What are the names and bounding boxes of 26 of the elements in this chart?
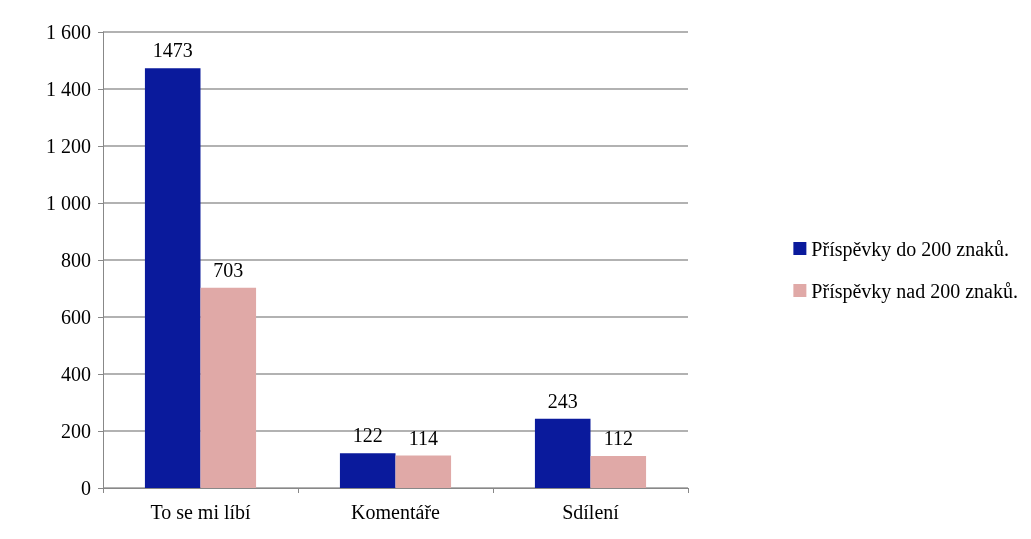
y-tick-label: 0 — [81, 477, 91, 499]
data-label: 1473 — [152, 39, 193, 62]
y-tick-label: 800 — [61, 249, 91, 271]
bar — [200, 287, 257, 488]
y-tick-label: 1 600 — [46, 21, 91, 43]
x-tick-label: To se mi líbí — [150, 501, 252, 523]
data-label: 112 — [603, 427, 633, 450]
bar — [339, 453, 396, 488]
legend-label: Příspěvky nad 200 znaků. — [811, 279, 1019, 303]
x-tick-label: Komentáře — [351, 501, 441, 523]
data-label: 114 — [408, 426, 438, 449]
x-tick-label: Sdílení — [562, 501, 620, 523]
bar — [144, 68, 201, 488]
y-tick-label: 400 — [61, 363, 91, 385]
y-tick-label: 600 — [61, 306, 91, 328]
bar — [395, 455, 452, 488]
legend-label: Příspěvky do 200 znaků. — [811, 237, 1010, 261]
data-label: 122 — [352, 424, 383, 447]
y-tick-label: 1 000 — [46, 192, 91, 214]
y-tick-label: 1 200 — [46, 135, 91, 157]
y-tick-label: 1 400 — [46, 78, 91, 100]
bar — [590, 456, 647, 488]
y-tick-label: 200 — [61, 420, 91, 442]
data-label: 243 — [547, 389, 578, 412]
bar — [534, 418, 591, 488]
data-label: 703 — [213, 258, 244, 281]
